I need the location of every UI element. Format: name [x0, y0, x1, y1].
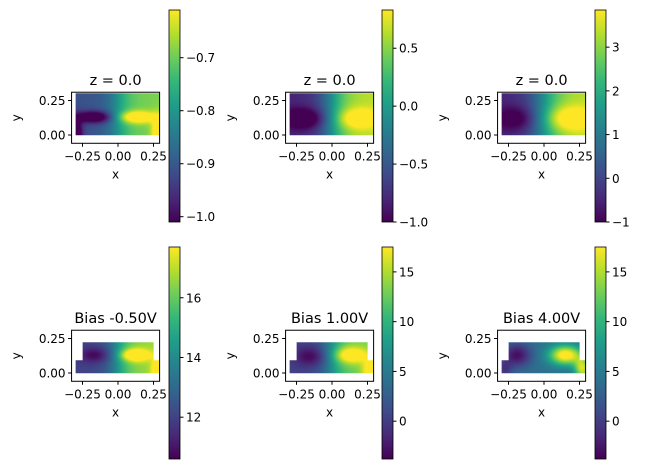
y-axis-label: y: [436, 352, 450, 359]
x-tick-label: 0.25: [354, 387, 381, 401]
colorbar-tick-label: 0: [612, 415, 620, 429]
y-axis-label: y: [436, 114, 450, 121]
axes-frame: [497, 91, 587, 144]
colorbar: [168, 9, 181, 223]
y-tick-label: 0.25: [465, 332, 492, 346]
colorbar-tick-label: −0.7: [186, 51, 215, 65]
subplot-title: Bias -0.50V: [74, 311, 157, 327]
x-axis-label: x: [326, 405, 333, 419]
subplot-4: −0.25 0.00 0.25 0.00 0.25 x y Bias -0.50V 12 14 16: [10, 246, 201, 460]
subplot-title: z = 0.0: [516, 73, 568, 89]
axes-frame: [71, 329, 161, 382]
y-tick-label: 0.00: [253, 129, 280, 143]
x-tick-label: 0.00: [531, 149, 558, 163]
x-tick-label: 0.25: [140, 149, 167, 163]
colorbar-tick-label: 14: [186, 351, 201, 365]
axes-frame: [285, 91, 375, 144]
x-axis-label: x: [112, 167, 119, 181]
heatmap-field: [71, 330, 160, 382]
x-tick-label: 0.25: [566, 387, 593, 401]
colorbar-tick-label: 16: [186, 291, 201, 305]
colorbar-tick-label: 15: [399, 265, 414, 279]
x-tick-label: 0.00: [319, 387, 346, 401]
x-tick-label: −0.25: [490, 149, 527, 163]
heatmap-field: [497, 330, 586, 382]
colorbar-tick-label: −1: [612, 216, 630, 230]
colorbar-tick-label: 10: [612, 315, 627, 329]
colorbar-tick-label: 12: [186, 411, 201, 425]
colorbar-tick-label: −0.5: [399, 158, 428, 172]
x-tick-label: 0.00: [105, 149, 132, 163]
x-tick-label: −0.25: [278, 149, 315, 163]
colorbar: [381, 246, 394, 460]
subplot-3: −0.25 0.00 0.25 0.00 0.25 x y z = 0.0 −1 0 1 2 3: [436, 9, 630, 230]
x-axis-label: x: [538, 405, 545, 419]
y-tick-label: 0.25: [39, 332, 66, 346]
colorbar-tick-label: 1: [612, 128, 620, 142]
colorbar-tick-label: 10: [399, 315, 414, 329]
colorbar-tick-label: −0.8: [186, 104, 215, 118]
heatmap-field: [497, 92, 586, 144]
x-tick-label: −0.25: [278, 387, 315, 401]
subplot-6: −0.25 0.00 0.25 0.00 0.25 x y Bias 4.00V 0 5 10 15: [436, 246, 627, 460]
y-tick-label: 0.25: [465, 94, 492, 108]
x-axis-label: x: [112, 405, 119, 419]
x-tick-label: 0.00: [105, 387, 132, 401]
colorbar: [168, 246, 181, 460]
x-tick-label: 0.00: [531, 387, 558, 401]
x-tick-label: 0.25: [354, 149, 381, 163]
colorbar-tick-label: 5: [612, 365, 620, 379]
axes-frame: [285, 329, 375, 382]
colorbar: [594, 246, 607, 460]
heatmap-field: [285, 330, 374, 382]
x-tick-label: −0.25: [64, 387, 101, 401]
colorbar: [594, 9, 607, 223]
x-tick-label: −0.25: [490, 387, 527, 401]
subplot-1: −0.25 0.00 0.25 0.00 0.25 x y z = 0.0 −1.0 −0.9 −0…: [10, 9, 215, 224]
x-tick-label: −0.25: [64, 149, 101, 163]
colorbar-tick-label: 0: [612, 172, 620, 186]
colorbar-tick-label: 0.0: [399, 100, 418, 114]
colorbar-tick-label: −1.0: [186, 210, 215, 224]
colorbar-tick-label: 15: [612, 265, 627, 279]
subplot-title: z = 0.0: [304, 73, 356, 89]
x-axis-label: x: [326, 167, 333, 181]
x-tick-label: 0.25: [566, 149, 593, 163]
x-tick-label: 0.00: [319, 149, 346, 163]
heatmap-field: [285, 92, 374, 144]
y-tick-label: 0.25: [39, 94, 66, 108]
y-tick-label: 0.00: [253, 367, 280, 381]
y-axis-label: y: [10, 352, 24, 359]
colorbar-tick-label: 5: [399, 365, 407, 379]
x-axis-label: x: [538, 167, 545, 181]
y-tick-label: 0.00: [465, 367, 492, 381]
y-axis-label: y: [10, 114, 24, 121]
colorbar-tick-label: 2: [612, 84, 620, 98]
subplot-title: Bias 1.00V: [291, 311, 368, 327]
y-axis-label: y: [224, 352, 238, 359]
subplot-title: z = 0.0: [90, 73, 142, 89]
subplot-2: −0.25 0.00 0.25 0.00 0.25 x y z = 0.0 −1.0 −0.5 0.…: [224, 9, 428, 230]
subplot-5: −0.25 0.00 0.25 0.00 0.25 x y Bias 1.00V 0 5 10 15: [224, 246, 414, 460]
y-tick-label: 0.00: [39, 367, 66, 381]
x-tick-label: 0.25: [140, 387, 167, 401]
heatmap-field: [71, 92, 160, 144]
subplot-title: Bias 4.00V: [503, 311, 580, 327]
colorbar-tick-label: 0.5: [399, 42, 418, 56]
colorbar-tick-label: −1.0: [399, 216, 428, 230]
y-tick-label: 0.25: [253, 94, 280, 108]
axes-frame: [497, 329, 587, 382]
y-tick-label: 0.00: [39, 129, 66, 143]
colorbar: [381, 9, 394, 223]
y-tick-label: 0.25: [253, 332, 280, 346]
y-axis-label: y: [224, 114, 238, 121]
axes-frame: [71, 91, 161, 144]
y-tick-label: 0.00: [465, 129, 492, 143]
colorbar-tick-label: 0: [399, 415, 407, 429]
colorbar-tick-label: 3: [612, 41, 620, 55]
colorbar-tick-label: −0.9: [186, 157, 215, 171]
